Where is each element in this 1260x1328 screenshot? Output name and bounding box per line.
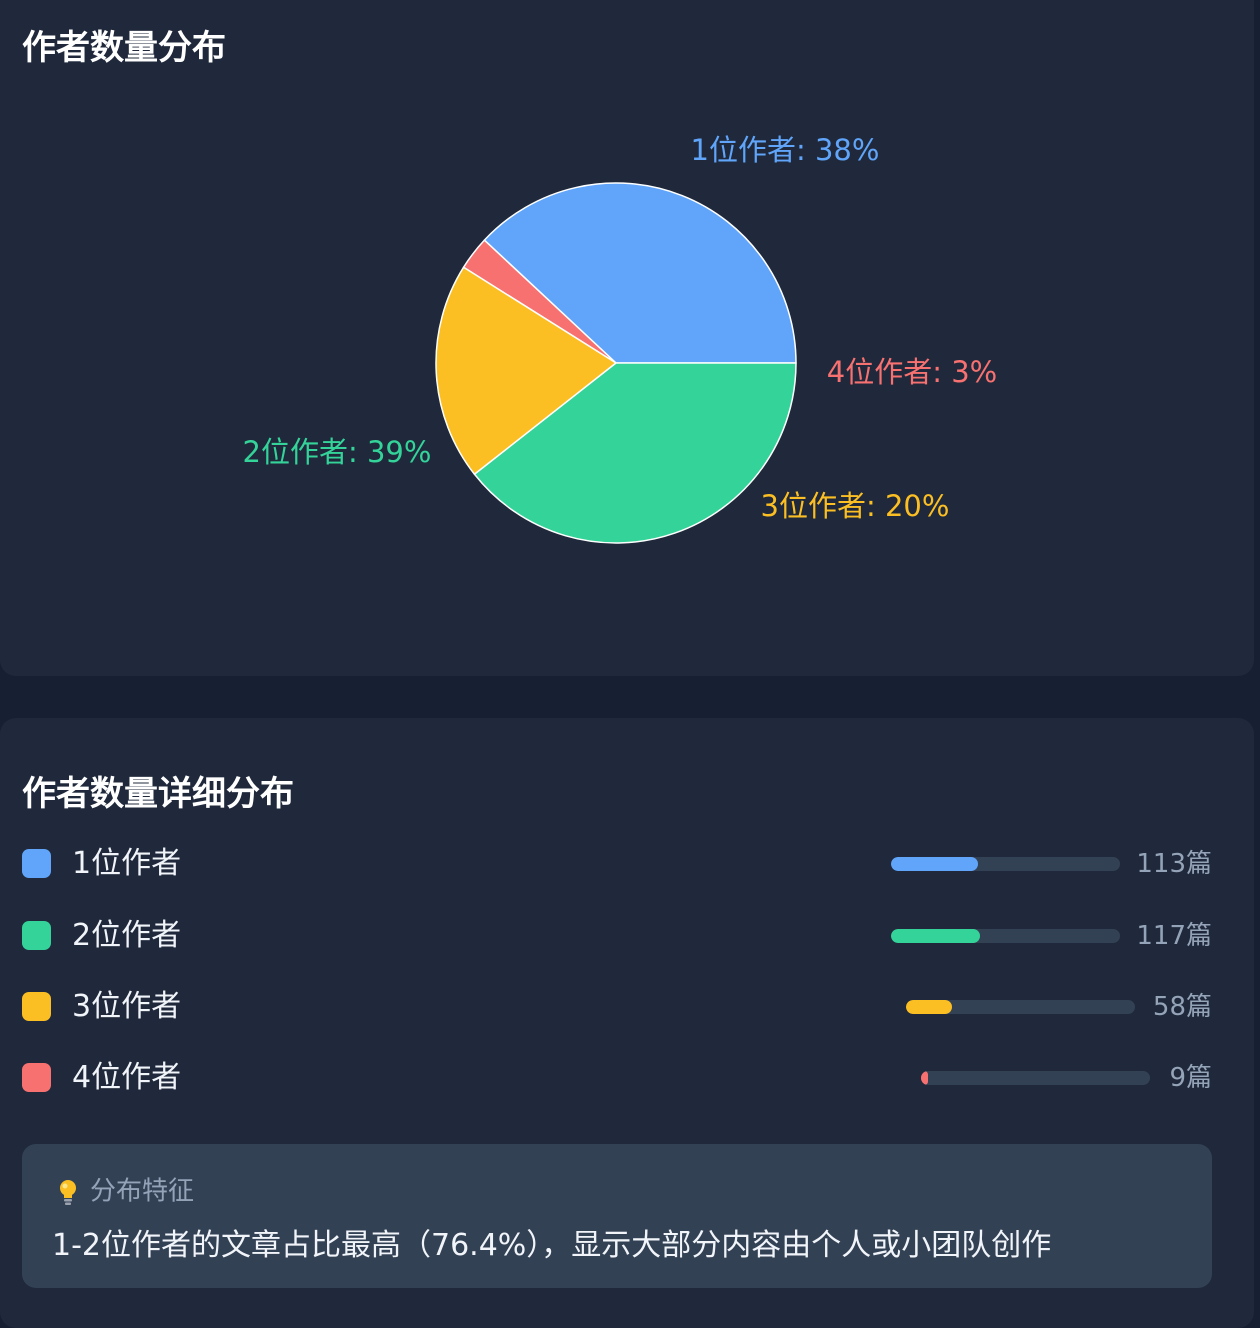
- insight-title: 分布特征: [90, 1176, 195, 1207]
- pie-slice[interactable]: [435, 266, 617, 476]
- pie-slice[interactable]: [473, 362, 797, 544]
- detail-row-count: 9篇: [1169, 1063, 1212, 1093]
- legend-swatch: [22, 849, 51, 878]
- progress-fill: [891, 929, 981, 943]
- detail-panel-title: 作者数量详细分布: [22, 774, 294, 814]
- legend-swatch: [22, 921, 51, 950]
- pie-slice-label: 1位作者: 38%: [691, 133, 880, 167]
- legend-swatch: [22, 992, 51, 1021]
- progress-fill: [906, 1000, 952, 1014]
- detail-row-count: 117篇: [1136, 921, 1212, 951]
- detail-row: 1位作者 113篇: [22, 844, 1212, 884]
- author-count-pie-chart: 1位作者: 38% 4位作者: 3% 3位作者: 20% 2位作者: 39%: [243, 133, 997, 544]
- pie-slice[interactable]: [483, 182, 797, 364]
- detail-row-label: 3位作者: [72, 989, 182, 1024]
- detail-row-label: 4位作者: [72, 1060, 182, 1095]
- detail-row-count: 113篇: [1136, 849, 1212, 879]
- detail-row-label: 1位作者: [72, 846, 182, 881]
- pie-slice-label: 2位作者: 39%: [243, 435, 432, 469]
- insight-header: 分布特征: [56, 1174, 194, 1208]
- detail-row: 3位作者 58篇: [22, 987, 1212, 1027]
- progress-track: [891, 929, 1120, 943]
- detail-row-count: 58篇: [1152, 992, 1212, 1022]
- insight-box: 分布特征 1-2位作者的文章占比最高（76.4%），显示大部分内容由个人或小团队…: [22, 1144, 1212, 1288]
- lightbulb-icon: [60, 1179, 76, 1205]
- progress-track: [891, 857, 1120, 871]
- pie-panel-title: 作者数量分布: [22, 28, 226, 68]
- detail-row: 2位作者 117篇: [22, 916, 1212, 956]
- pie-slice-label: 4位作者: 3%: [827, 355, 997, 389]
- legend-swatch: [22, 1063, 51, 1092]
- detail-row: 4位作者 9篇: [22, 1058, 1212, 1098]
- insight-text: 1-2位作者的文章占比最高（76.4%），显示大部分内容由个人或小团队创作: [52, 1228, 1052, 1263]
- progress-track: [906, 1000, 1135, 1014]
- progress-fill: [921, 1071, 928, 1085]
- pie-slice-label: 3位作者: 20%: [761, 489, 950, 523]
- progress-track: [921, 1071, 1150, 1085]
- progress-fill: [891, 857, 979, 871]
- detail-row-label: 2位作者: [72, 918, 182, 953]
